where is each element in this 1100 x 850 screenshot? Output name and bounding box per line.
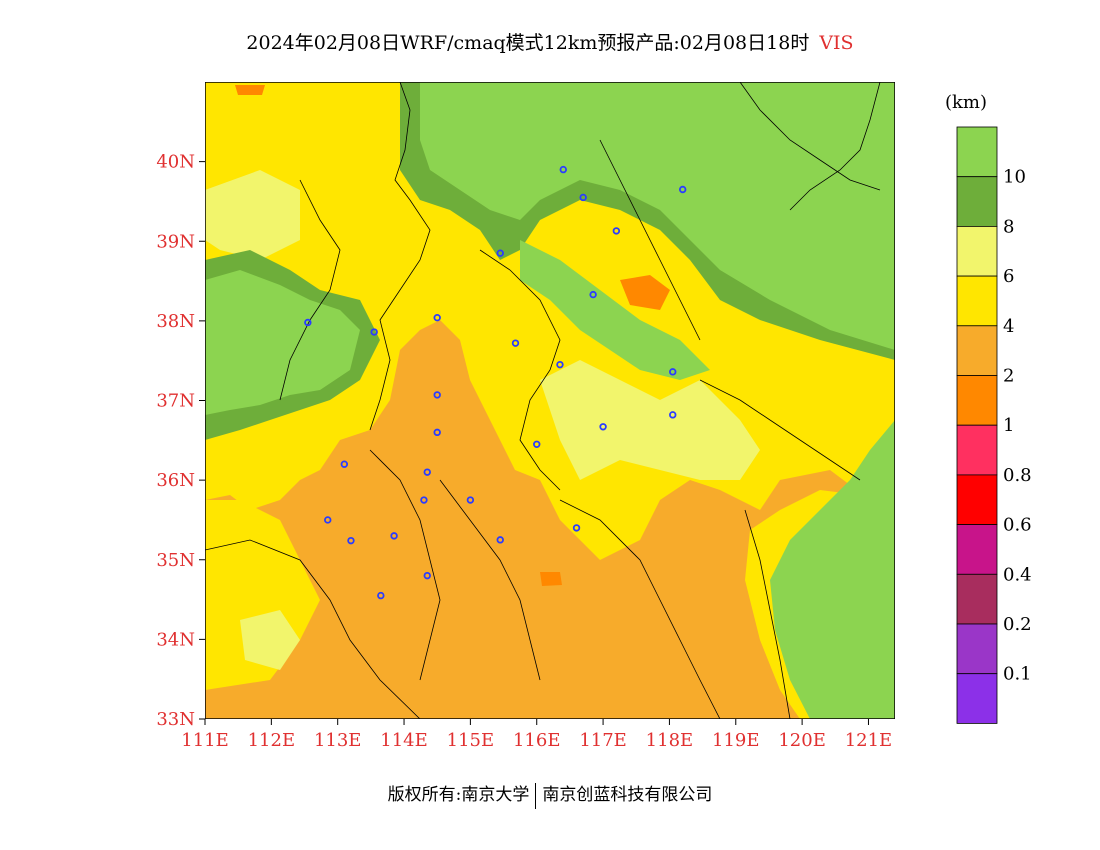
lon-tick-label: 114E	[380, 730, 428, 751]
city-marker	[511, 339, 520, 347]
colorbar-label: 6	[1003, 266, 1014, 287]
colorbar-label: 2	[1003, 366, 1014, 387]
city-marker	[304, 318, 312, 327]
footer: 版权所有:南京大学 南京创蓝科技有限公司	[0, 780, 1100, 809]
field-1-2km-c	[235, 85, 265, 95]
field-1-2km-b	[540, 572, 562, 586]
lat-tick-label: 40N	[156, 152, 195, 173]
lon-tick-label: 113E	[314, 730, 362, 751]
lon-tick-label: 118E	[646, 730, 694, 751]
city-marker	[390, 532, 398, 540]
field-6-8km	[540, 360, 760, 480]
city-marker	[370, 328, 378, 336]
colorbar-label: 0.8	[1003, 465, 1032, 486]
lat-tick-label: 37N	[156, 391, 195, 412]
colorbar-label: 0.1	[1003, 664, 1032, 685]
field-1-2km-a	[620, 275, 670, 310]
city-marker	[559, 165, 567, 174]
colorbar-label: 0.4	[1003, 564, 1032, 585]
city-marker	[612, 227, 621, 235]
lat-tick-label: 36N	[156, 470, 195, 491]
city-marker	[433, 428, 441, 437]
city-marker	[572, 524, 581, 532]
colorbar-swatch	[956, 524, 998, 575]
colorbar-label: 8	[1003, 216, 1014, 237]
colorbar-swatch	[956, 275, 998, 327]
lon-tick-label: 111E	[181, 730, 229, 751]
city-marker	[423, 571, 431, 580]
city-marker	[466, 496, 475, 504]
axis-ticks: 33N 34N 35N 36N 37N 38N 39N 40N 111E 112E 113E 114E…	[156, 152, 892, 751]
city-marker	[377, 591, 385, 600]
lat-tick-label: 33N	[156, 709, 195, 730]
lon-tick-label: 120E	[778, 730, 826, 751]
city-marker	[496, 249, 504, 257]
colorbar: (km) 10 8 6 4 2 1 0.8 0.6 0.4 0.2 0.1	[945, 92, 1032, 724]
field-6-8km-south	[240, 610, 300, 670]
field-over-10km-west	[205, 270, 360, 415]
city-marker	[678, 185, 687, 194]
colorbar-unit: (km)	[945, 92, 987, 113]
city-marker	[589, 290, 597, 299]
field-over-10km-center	[520, 240, 710, 380]
lon-tick-label: 117E	[579, 730, 627, 751]
colorbar-swatch	[956, 225, 998, 277]
colorbar-swatch	[956, 375, 998, 426]
footer-separator	[535, 782, 537, 809]
city-marker	[533, 440, 541, 448]
colorbar-swatch	[956, 126, 998, 178]
city-marker	[669, 411, 677, 419]
city-marker	[324, 516, 332, 524]
colorbar-swatch	[956, 176, 998, 227]
field-6-8km-north	[205, 170, 300, 260]
city-marker	[433, 313, 441, 322]
field-over-10km-east	[770, 420, 895, 719]
city-marker	[599, 423, 607, 431]
lon-tick-label: 121E	[845, 730, 893, 751]
colorbar-label: 1	[1003, 415, 1014, 436]
footer-left: 版权所有:南京大学	[387, 785, 530, 805]
field-over-10km	[420, 82, 895, 350]
city-marker	[340, 460, 349, 468]
colorbar-swatch	[956, 673, 998, 724]
city-marker	[420, 496, 428, 504]
page-title: 2024年02月08日WRF/cmaq模式12km预报产品:02月08日18时 V…	[0, 28, 1100, 55]
colorbar-swatch	[956, 424, 998, 476]
city-marker	[423, 468, 431, 476]
city-markers	[304, 165, 687, 600]
title-main: 2024年02月08日WRF/cmaq模式12km预报产品:02月08日18时	[246, 32, 810, 54]
lat-tick-label: 34N	[156, 629, 195, 650]
colorbar-label: 4	[1003, 316, 1014, 337]
lat-tick-label: 35N	[156, 550, 195, 571]
city-marker	[669, 368, 677, 376]
city-marker	[579, 193, 587, 202]
lon-tick-label: 116E	[513, 730, 561, 751]
colorbar-swatch	[956, 474, 998, 525]
colorbar-swatch	[956, 623, 998, 675]
colorbar-label: 0.6	[1003, 515, 1032, 536]
colorbar-label: 0.2	[1003, 614, 1032, 635]
colorbar-swatch	[956, 573, 998, 625]
admin-boundaries	[205, 82, 881, 719]
colorbar-label: 10	[1003, 167, 1026, 188]
city-marker	[347, 536, 355, 545]
lon-tick-label: 112E	[248, 730, 296, 751]
title-variable: VIS	[819, 32, 854, 54]
city-marker	[496, 536, 504, 544]
city-marker	[433, 391, 441, 399]
map-fields	[205, 82, 895, 719]
city-marker	[556, 360, 564, 369]
lon-tick-label: 119E	[712, 730, 760, 751]
lon-tick-label: 115E	[447, 730, 495, 751]
footer-right: 南京创蓝科技有限公司	[542, 785, 713, 805]
lat-tick-label: 38N	[156, 311, 195, 332]
colorbar-swatch	[956, 325, 998, 376]
lat-tick-label: 39N	[156, 231, 195, 252]
